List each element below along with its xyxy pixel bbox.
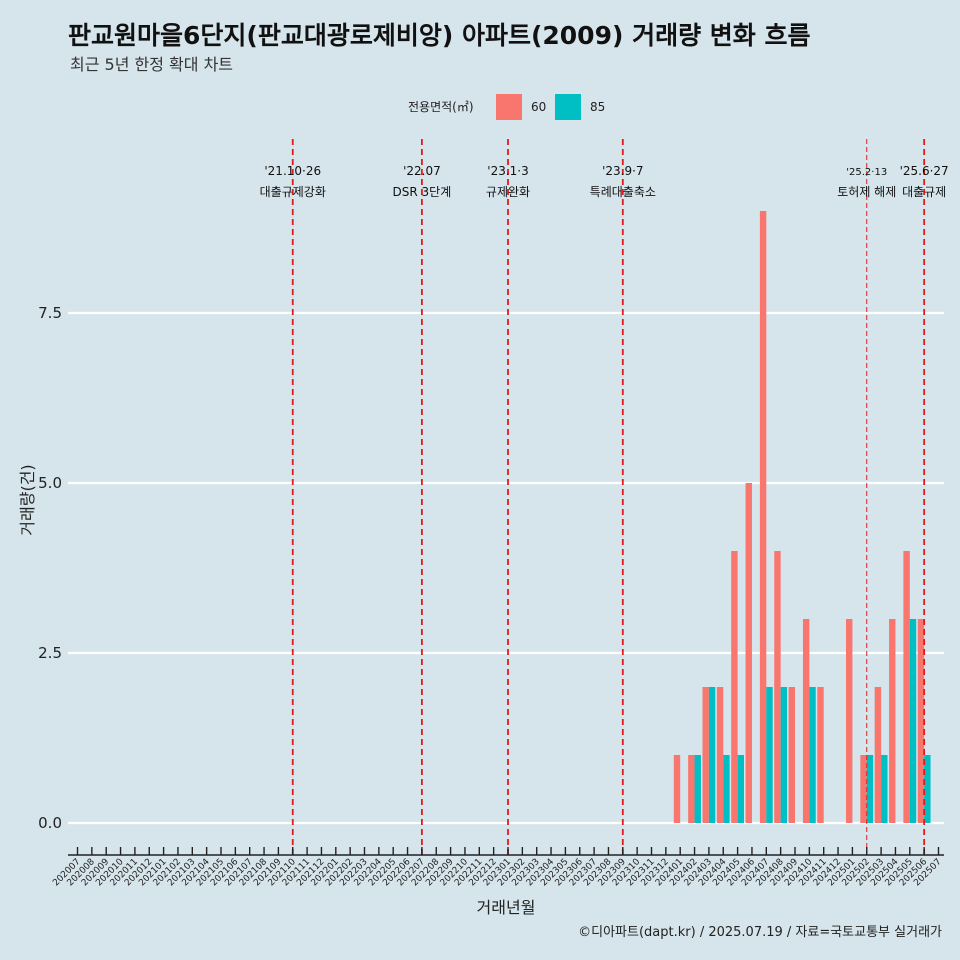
y-axis-label: 거래량(건) — [18, 464, 37, 535]
event-date: '21.10·26 — [264, 164, 321, 178]
x-axis: 2020072020082020092020102020112020122021… — [51, 847, 944, 888]
bar-85-202505 — [909, 619, 917, 823]
bar-60-202406 — [745, 483, 752, 823]
event-label: DSR 3단계 — [393, 185, 452, 199]
bar-60-202405 — [731, 551, 738, 823]
bar-85-202408 — [780, 687, 788, 823]
gridlines — [68, 311, 944, 825]
event-label: 대출규제강화 — [260, 185, 326, 199]
y-tick-label: 5.0 — [38, 474, 62, 492]
event-label: 규제완화 — [486, 185, 530, 199]
bar-85-202402 — [694, 755, 701, 823]
bar-85-202410 — [809, 687, 816, 823]
legend-label-85: 85 — [590, 100, 605, 114]
event-label: 특례대출축소 — [590, 185, 656, 199]
legend-swatch-60 — [496, 94, 522, 120]
bar-60-202401 — [673, 755, 681, 823]
y-tick-label: 0.0 — [38, 814, 62, 832]
legend-label-60: 60 — [531, 100, 546, 114]
bar-60-202402 — [688, 755, 695, 823]
y-tick-label: 2.5 — [38, 644, 62, 662]
bar-85-202506 — [924, 755, 931, 823]
bar-85-202503 — [881, 755, 888, 823]
event-date: '23.1·3 — [487, 164, 528, 178]
bar-85-202502 — [866, 755, 874, 823]
bar-60-202505 — [903, 551, 910, 823]
legend-swatch-85 — [555, 94, 581, 120]
chart-subtitle: 최근 5년 한정 확대 차트 — [70, 55, 233, 74]
bar-85-202403 — [708, 687, 716, 823]
chart-title: 판교원마을6단지(판교대광로제비앙) 아파트(2009) 거래량 변화 흐름 — [68, 21, 811, 50]
source-caption: ©디아파트(dapt.kr) / 2025.07.19 / 자료=국토교통부 실… — [578, 925, 942, 940]
bar-60-202504 — [889, 619, 896, 823]
bars — [673, 211, 931, 823]
event-label: 토허제 해제 — [837, 185, 896, 199]
bar-60-202501 — [846, 619, 853, 823]
bar-60-202502 — [860, 755, 867, 823]
legend-title: 전용면적(㎡) — [408, 100, 474, 114]
bar-60-202410 — [802, 619, 810, 823]
event-date: '23.9·7 — [602, 164, 643, 178]
bar-85-202404 — [723, 755, 730, 823]
bar-60-202503 — [874, 687, 882, 823]
event-annotations: '21.10·26 대출규제강화 '22.07 DSR 3단계 '23.1·3 규제완화 '… — [260, 139, 949, 855]
bar-60-202404 — [716, 687, 724, 823]
bar-60-202403 — [702, 687, 709, 823]
bar-85-202407 — [766, 687, 773, 823]
event-date: '25.6·27 — [900, 164, 949, 178]
y-tick-label: 7.5 — [38, 304, 62, 322]
event-date: '25.2·13 — [846, 167, 887, 178]
y-axis-ticks: 0.0 2.5 5.0 7.5 — [38, 304, 62, 832]
legend: 전용면적(㎡) 60 85 — [408, 94, 605, 120]
bar-60-202409 — [788, 687, 795, 823]
bar-85-202405 — [737, 755, 744, 823]
bar-60-202411 — [817, 687, 824, 823]
event-date: '22.07 — [403, 164, 441, 178]
bar-60-202506 — [917, 619, 925, 823]
x-axis-label: 거래년월 — [477, 898, 536, 917]
bar-60-202408 — [774, 551, 781, 823]
bar-60-202407 — [759, 211, 767, 823]
event-label: 대출규제 — [902, 185, 946, 199]
